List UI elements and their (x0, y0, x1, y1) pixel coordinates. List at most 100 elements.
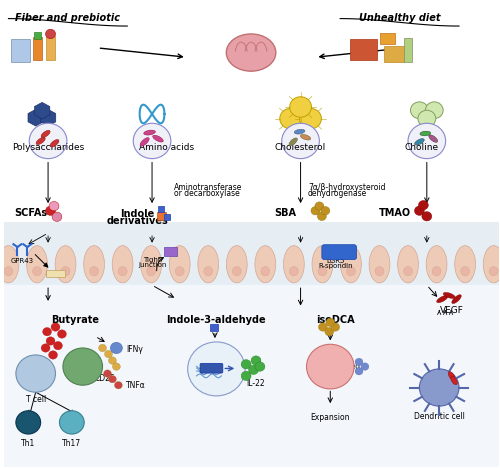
Ellipse shape (452, 295, 461, 304)
Circle shape (110, 343, 122, 353)
Ellipse shape (369, 246, 390, 283)
Text: Indole-3-aldehyde: Indole-3-aldehyde (166, 315, 266, 325)
Text: Aminotransferase: Aminotransferase (174, 183, 242, 192)
FancyBboxPatch shape (322, 245, 356, 260)
Text: SCFAs: SCFAs (14, 208, 48, 218)
Circle shape (418, 200, 428, 210)
Circle shape (16, 355, 56, 392)
Circle shape (311, 206, 320, 215)
Ellipse shape (312, 246, 333, 283)
Circle shape (306, 344, 354, 389)
Ellipse shape (32, 267, 42, 276)
Ellipse shape (84, 246, 104, 283)
Text: dehydrogenase: dehydrogenase (308, 189, 367, 197)
Ellipse shape (118, 267, 127, 276)
Text: VEGF: VEGF (440, 306, 464, 315)
Ellipse shape (141, 246, 162, 283)
Ellipse shape (451, 376, 458, 385)
Text: SBA: SBA (274, 208, 296, 218)
Bar (4, 222, 498, 285)
Circle shape (30, 123, 67, 159)
Ellipse shape (429, 135, 438, 142)
Circle shape (241, 371, 251, 380)
Circle shape (63, 348, 102, 385)
Ellipse shape (294, 129, 305, 134)
Text: T cell: T cell (26, 395, 46, 403)
Circle shape (318, 323, 328, 331)
Circle shape (282, 123, 320, 159)
Circle shape (42, 328, 51, 336)
Ellipse shape (61, 267, 70, 276)
Ellipse shape (26, 246, 48, 283)
Circle shape (41, 344, 50, 352)
Circle shape (46, 29, 56, 38)
Circle shape (418, 110, 436, 127)
Text: IL-22: IL-22 (246, 379, 266, 388)
Circle shape (52, 212, 62, 221)
Circle shape (48, 351, 58, 359)
Circle shape (248, 365, 258, 374)
Bar (46, 37, 55, 59)
Bar (384, 45, 404, 62)
Bar (164, 214, 170, 220)
Circle shape (241, 359, 251, 369)
Circle shape (315, 202, 324, 210)
Bar (158, 206, 164, 212)
Ellipse shape (50, 139, 59, 147)
Circle shape (16, 411, 40, 434)
Text: HDAC: HDAC (46, 271, 66, 277)
Circle shape (112, 363, 120, 370)
Text: isoDCA: isoDCA (316, 315, 354, 325)
Ellipse shape (426, 246, 447, 283)
Bar (164, 247, 177, 256)
Circle shape (414, 206, 424, 215)
Ellipse shape (436, 296, 448, 303)
Ellipse shape (284, 246, 304, 283)
Circle shape (46, 206, 56, 215)
Circle shape (318, 212, 326, 220)
Text: Polysaccharides: Polysaccharides (12, 143, 84, 153)
Text: Fiber and prebiotic: Fiber and prebiotic (16, 13, 120, 23)
Circle shape (58, 330, 66, 338)
Text: LGR5: LGR5 (326, 257, 344, 263)
Circle shape (251, 356, 261, 365)
Text: TMAO: TMAO (378, 208, 410, 218)
Ellipse shape (340, 246, 361, 283)
Text: junction: junction (138, 262, 166, 268)
Text: Choline: Choline (405, 143, 439, 153)
Circle shape (104, 351, 112, 358)
Text: Butyrate: Butyrate (52, 315, 100, 325)
Ellipse shape (489, 267, 498, 276)
Text: RORγt: RORγt (317, 362, 344, 371)
Text: 7α/β-hydroxysteroid: 7α/β-hydroxysteroid (308, 183, 386, 192)
Ellipse shape (55, 246, 76, 283)
Circle shape (280, 109, 301, 129)
Ellipse shape (226, 246, 247, 283)
Ellipse shape (460, 267, 469, 276)
Ellipse shape (443, 292, 455, 299)
Ellipse shape (0, 246, 19, 283)
Circle shape (420, 369, 459, 406)
Text: TNFα: TNFα (126, 380, 146, 390)
Bar (11, 38, 30, 62)
Ellipse shape (146, 267, 156, 276)
Circle shape (355, 358, 363, 366)
Ellipse shape (448, 372, 455, 380)
Bar (404, 38, 412, 62)
Ellipse shape (289, 138, 298, 146)
Text: Th17: Th17 (62, 439, 82, 448)
Ellipse shape (204, 267, 212, 276)
Text: Expansion: Expansion (310, 413, 350, 422)
Text: Unhealthy diet: Unhealthy diet (359, 13, 440, 23)
Text: AhR: AhR (203, 364, 220, 373)
Circle shape (114, 381, 122, 389)
FancyBboxPatch shape (200, 363, 223, 373)
Bar (4, 283, 498, 467)
Circle shape (98, 344, 106, 351)
Circle shape (49, 201, 59, 211)
Text: Th1: Th1 (21, 439, 35, 448)
Text: Tight: Tight (143, 256, 161, 263)
Text: or decarboxylase: or decarboxylase (174, 189, 240, 197)
Circle shape (355, 367, 363, 375)
Ellipse shape (454, 246, 475, 283)
